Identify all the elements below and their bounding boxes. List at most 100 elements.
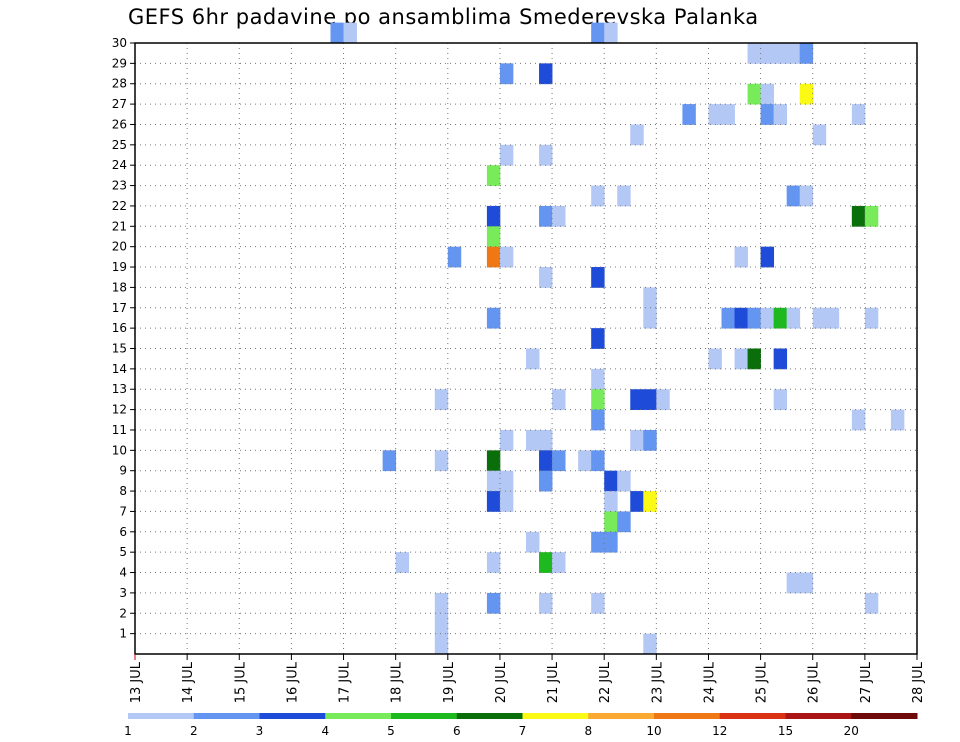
grid-layer xyxy=(135,42,917,654)
precip-cell xyxy=(395,552,410,573)
x-tick-label: 19 JUL xyxy=(442,661,457,703)
precip-cell xyxy=(708,104,722,125)
legend-tick-label: 12 xyxy=(712,724,727,738)
x-tick-label: 17 JUL xyxy=(338,661,353,703)
legend-swatch xyxy=(851,713,918,719)
precip-cell xyxy=(434,450,449,472)
cells-layer xyxy=(330,22,905,655)
y-tick-label: 14 xyxy=(112,362,127,376)
legend-tick-label: 6 xyxy=(453,724,461,738)
precip-cell xyxy=(799,185,814,207)
y-tick-label: 5 xyxy=(119,545,127,559)
precip-cell xyxy=(851,409,866,431)
legend-tick-label: 4 xyxy=(321,724,329,738)
precip-cell xyxy=(486,205,501,227)
precip-cell xyxy=(617,511,631,533)
x-tick-label: 15 JUL xyxy=(233,661,248,703)
precip-cell xyxy=(643,389,657,410)
precip-cell xyxy=(499,63,514,85)
y-tick-label: 12 xyxy=(112,403,127,417)
color-legend: 1 2 3 4 5 6 7 8 10 12 15 20 xyxy=(124,713,918,738)
legend-swatch xyxy=(128,713,195,719)
precip-cell xyxy=(721,307,735,329)
precip-cell xyxy=(643,287,657,309)
precip-cell xyxy=(604,470,618,492)
precip-cell xyxy=(591,531,605,553)
x-tick-label: 22 JUL xyxy=(598,661,613,703)
legend-tick-label: 7 xyxy=(519,724,527,738)
y-tick-label: 26 xyxy=(112,117,127,131)
precip-cell xyxy=(604,22,618,44)
precip-cell xyxy=(825,307,840,329)
precip-cell xyxy=(864,307,879,329)
precip-cell xyxy=(499,246,514,268)
precip-cell xyxy=(630,491,644,512)
precip-cell xyxy=(539,267,553,288)
precip-cell xyxy=(526,348,540,370)
legend-swatch xyxy=(325,713,392,719)
precip-cell xyxy=(591,185,605,207)
precip-cell xyxy=(486,307,501,329)
precip-cell xyxy=(760,83,775,105)
x-tick-label: 14 JUL xyxy=(181,661,196,703)
x-tick-label: 24 JUL xyxy=(703,661,718,703)
legend-tick-label: 20 xyxy=(844,724,859,738)
precip-cell xyxy=(526,429,540,451)
precip-cell xyxy=(630,389,644,410)
x-tick-label: 23 JUL xyxy=(650,661,665,703)
precip-cell xyxy=(591,368,605,390)
x-tick-label: 21 JUL xyxy=(546,661,561,703)
legend-tick-label: 8 xyxy=(584,724,592,738)
precip-cell xyxy=(721,104,735,125)
y-tick-label: 11 xyxy=(112,423,127,437)
precip-cell xyxy=(539,205,553,227)
legend-tick-label: 1 xyxy=(124,724,132,738)
legend-swatch xyxy=(785,713,852,719)
legend-swatch xyxy=(193,713,260,719)
precip-cell xyxy=(552,552,566,573)
y-tick-label: 2 xyxy=(119,606,127,620)
precip-cell xyxy=(486,246,501,268)
legend-swatch xyxy=(456,713,523,719)
y-tick-label: 19 xyxy=(112,260,127,274)
x-tick-label: 18 JUL xyxy=(390,661,405,703)
precip-cell xyxy=(799,572,814,594)
precip-cell xyxy=(591,389,605,410)
precip-cell xyxy=(630,429,644,451)
y-tick-label: 29 xyxy=(112,56,127,70)
precip-cell xyxy=(760,246,775,268)
y-tick-label: 27 xyxy=(112,97,127,111)
precip-cell xyxy=(656,389,670,410)
legend-tick-label: 5 xyxy=(387,724,395,738)
precip-cell xyxy=(591,592,605,614)
precip-cell xyxy=(591,409,605,431)
y-tick-label: 21 xyxy=(112,219,127,233)
precip-cell xyxy=(486,450,501,472)
precip-cell xyxy=(812,307,827,329)
y-tick-label: 24 xyxy=(112,158,127,172)
y-tick-label: 18 xyxy=(112,280,127,294)
chart-title: GEFS 6hr padavine po ansamblima Smederev… xyxy=(128,5,759,29)
precip-cell xyxy=(539,429,553,451)
precip-cell xyxy=(447,246,462,268)
precip-cell xyxy=(773,307,788,329)
precip-cell xyxy=(499,429,514,451)
legend-tick-label: 15 xyxy=(778,724,793,738)
y-tick-label: 25 xyxy=(112,138,127,152)
precip-cell xyxy=(643,307,657,329)
x-tick-label: 13 JUL xyxy=(129,661,144,703)
precip-cell xyxy=(578,450,592,472)
precip-cell xyxy=(773,389,788,410)
x-tick-label: 25 JUL xyxy=(755,661,770,703)
y-tick-label: 13 xyxy=(112,382,127,396)
precip-cell xyxy=(486,552,501,573)
precip-cell xyxy=(773,104,788,125)
precip-cell xyxy=(760,104,775,125)
precip-cell xyxy=(747,307,761,329)
precip-cell xyxy=(643,491,657,512)
legend-swatch xyxy=(522,713,589,719)
precip-cell xyxy=(773,348,788,370)
legend-tick-label: 10 xyxy=(646,724,661,738)
x-tick-label: 20 JUL xyxy=(494,661,509,703)
precip-cell xyxy=(630,124,644,146)
